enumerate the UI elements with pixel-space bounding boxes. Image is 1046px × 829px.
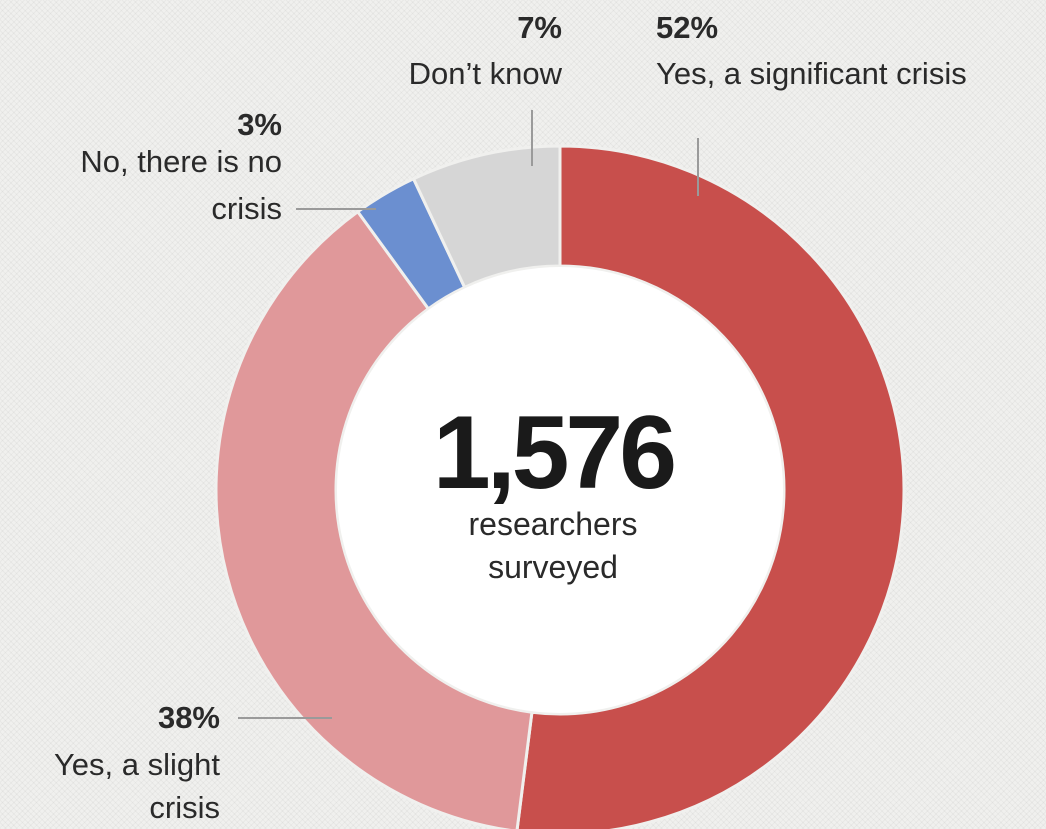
label-no-crisis-line1: No, there is no	[80, 144, 282, 179]
slice-dont-know	[411, 144, 562, 290]
label-slight-line1: Yes, a slight	[54, 747, 220, 782]
slice-significant-crisis	[515, 144, 906, 829]
label-significant-percent: 52%	[656, 10, 718, 45]
label-no-crisis-percent: 3%	[237, 107, 282, 142]
slice-slight-crisis	[214, 209, 534, 829]
label-slight-percent: 38%	[158, 700, 220, 735]
leader-lines	[238, 110, 699, 719]
label-slight-line2: crisis	[149, 790, 220, 825]
center-caption-line1: researchers	[469, 506, 638, 542]
label-dont-know-line1: Don’t know	[409, 56, 563, 91]
label-significant-line1: Yes, a significant crisis	[656, 56, 967, 91]
donut-slices	[214, 144, 906, 829]
donut-hole	[337, 267, 783, 713]
center-caption-line2: surveyed	[488, 549, 618, 585]
center-total-number: 1,576	[433, 395, 674, 511]
label-no-crisis-line2: crisis	[211, 191, 282, 226]
label-dont-know-percent: 7%	[517, 10, 562, 45]
